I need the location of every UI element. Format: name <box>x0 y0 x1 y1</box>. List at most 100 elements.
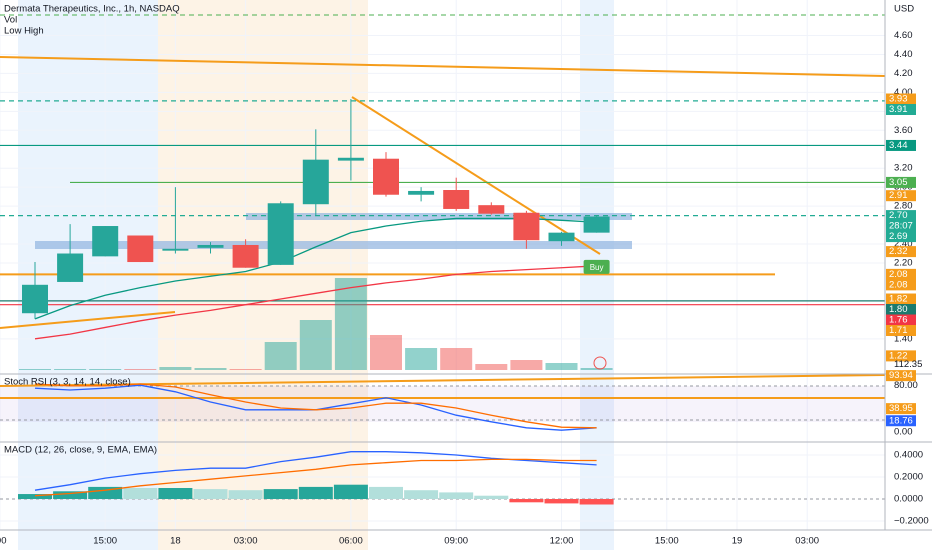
y-tick-label: 4.00 <box>894 87 913 98</box>
price-label: 1.22 <box>889 350 908 361</box>
countdown: 28:07 <box>889 221 913 232</box>
ma-line <box>34 217 597 320</box>
legend-item: Vol <box>4 15 17 26</box>
macd-bar <box>474 495 509 499</box>
price-label: 2.69 <box>889 231 908 242</box>
x-tick-label: 15:00 <box>655 536 679 547</box>
macd-bar <box>158 488 193 499</box>
price-label-bg <box>886 350 916 362</box>
price-label-bg <box>886 246 916 258</box>
legend-item: Low High <box>4 26 44 37</box>
pane-title: Stoch RSI (3, 3, 14, 14, close) <box>4 377 131 388</box>
zone <box>246 213 632 220</box>
volume-bar <box>194 368 227 370</box>
volume-bar <box>580 368 613 370</box>
y-tick-label: 2.40 <box>894 239 913 250</box>
volume-bar <box>159 367 192 370</box>
x-tick-label: 03:00 <box>234 536 258 547</box>
x-tick-label: 15:00 <box>93 536 117 547</box>
volume-bar <box>89 369 122 370</box>
stoch-label: 18.76 <box>889 415 913 426</box>
price-label: 3.05 <box>889 177 908 188</box>
y-tick-label: 4.60 <box>894 30 913 41</box>
macd-bar <box>298 486 333 499</box>
volume-bar <box>264 342 297 370</box>
volume-bar <box>299 320 332 370</box>
trend-line <box>351 96 601 255</box>
candle-body <box>373 158 399 195</box>
volume-bar <box>510 360 543 370</box>
price-label-bg <box>886 325 916 337</box>
price-label: 3.91 <box>889 104 908 115</box>
candle-body <box>232 244 259 268</box>
zone <box>35 241 632 249</box>
y-tick-label: 4.40 <box>894 49 913 60</box>
price-label-bg <box>886 293 916 305</box>
candle-body <box>583 216 610 233</box>
price-label: 1.80 <box>889 304 908 315</box>
volume-bar <box>124 369 157 370</box>
trend-line <box>0 311 176 329</box>
price-label-bg <box>886 231 916 243</box>
price-label-bg <box>886 104 916 115</box>
candle-body <box>22 284 48 314</box>
macd-bar <box>18 494 52 499</box>
alert-icon[interactable] <box>593 356 607 370</box>
x-tick-label: 19 <box>732 536 743 547</box>
signal-line <box>34 458 597 497</box>
stoch-label-bg <box>886 415 916 427</box>
candle-body <box>337 157 364 161</box>
macd-bar <box>123 488 158 499</box>
stoch-label: 93.94 <box>889 370 913 381</box>
macd-bar <box>263 489 298 499</box>
stoch-label: 38.95 <box>889 403 913 414</box>
countdown-bg <box>886 220 916 232</box>
candle-body <box>478 205 505 214</box>
x-tick-label: 09:00 <box>444 536 468 547</box>
y-tick-label: 4.20 <box>894 68 913 79</box>
y-tick-label: 1.40 <box>894 333 913 344</box>
candle-body <box>267 203 294 265</box>
x-tick-label: 18 <box>170 536 181 547</box>
x-tick-label: 12:00 <box>550 536 574 547</box>
stoch-label-bg <box>886 403 916 415</box>
candle-body <box>197 244 224 248</box>
volume-bar <box>405 348 438 370</box>
x-tick-label: :00 <box>0 536 7 547</box>
volume-bar <box>545 363 578 370</box>
candle-body <box>548 232 575 242</box>
y-tick-label: 2.80 <box>894 201 913 212</box>
candle-body <box>302 159 329 205</box>
macd-bar <box>228 490 263 499</box>
macd-bar <box>404 490 439 499</box>
price-label: 2.70 <box>889 210 908 221</box>
volume-bar <box>370 335 402 370</box>
y-tick-label: 3.20 <box>894 163 913 174</box>
price-label-bg <box>886 210 916 222</box>
price-label-bg <box>886 190 916 202</box>
stoch-d <box>34 383 597 429</box>
price-label: 1.76 <box>889 315 908 326</box>
price-label-bg <box>886 93 916 105</box>
signal-bg <box>583 259 610 274</box>
macd-bar <box>88 486 123 499</box>
price-label: 1.71 <box>889 325 908 336</box>
y-tick-label: 0.0000 <box>894 494 923 505</box>
chart-title: Dermata Therapeutics, Inc., 1h, NASDAQ <box>4 4 180 15</box>
y-tick-label: 112.35 <box>894 359 922 370</box>
price-label: 1.82 <box>889 294 908 305</box>
price-label: 2.08 <box>889 269 908 280</box>
y-tick-label: 3.60 <box>894 125 913 136</box>
stoch-label-bg <box>886 370 916 382</box>
price-label: 3.93 <box>889 94 908 105</box>
price-label-bg <box>886 314 916 326</box>
candle-body <box>127 235 154 263</box>
volume-bar <box>229 369 262 370</box>
candle-body <box>443 190 470 209</box>
macd-bar <box>333 484 368 499</box>
x-tick-label: 03:00 <box>795 536 819 547</box>
price-label-bg <box>886 279 916 291</box>
macd-bar <box>193 489 228 499</box>
macd-bar <box>509 499 544 503</box>
macd-bar <box>544 499 579 504</box>
